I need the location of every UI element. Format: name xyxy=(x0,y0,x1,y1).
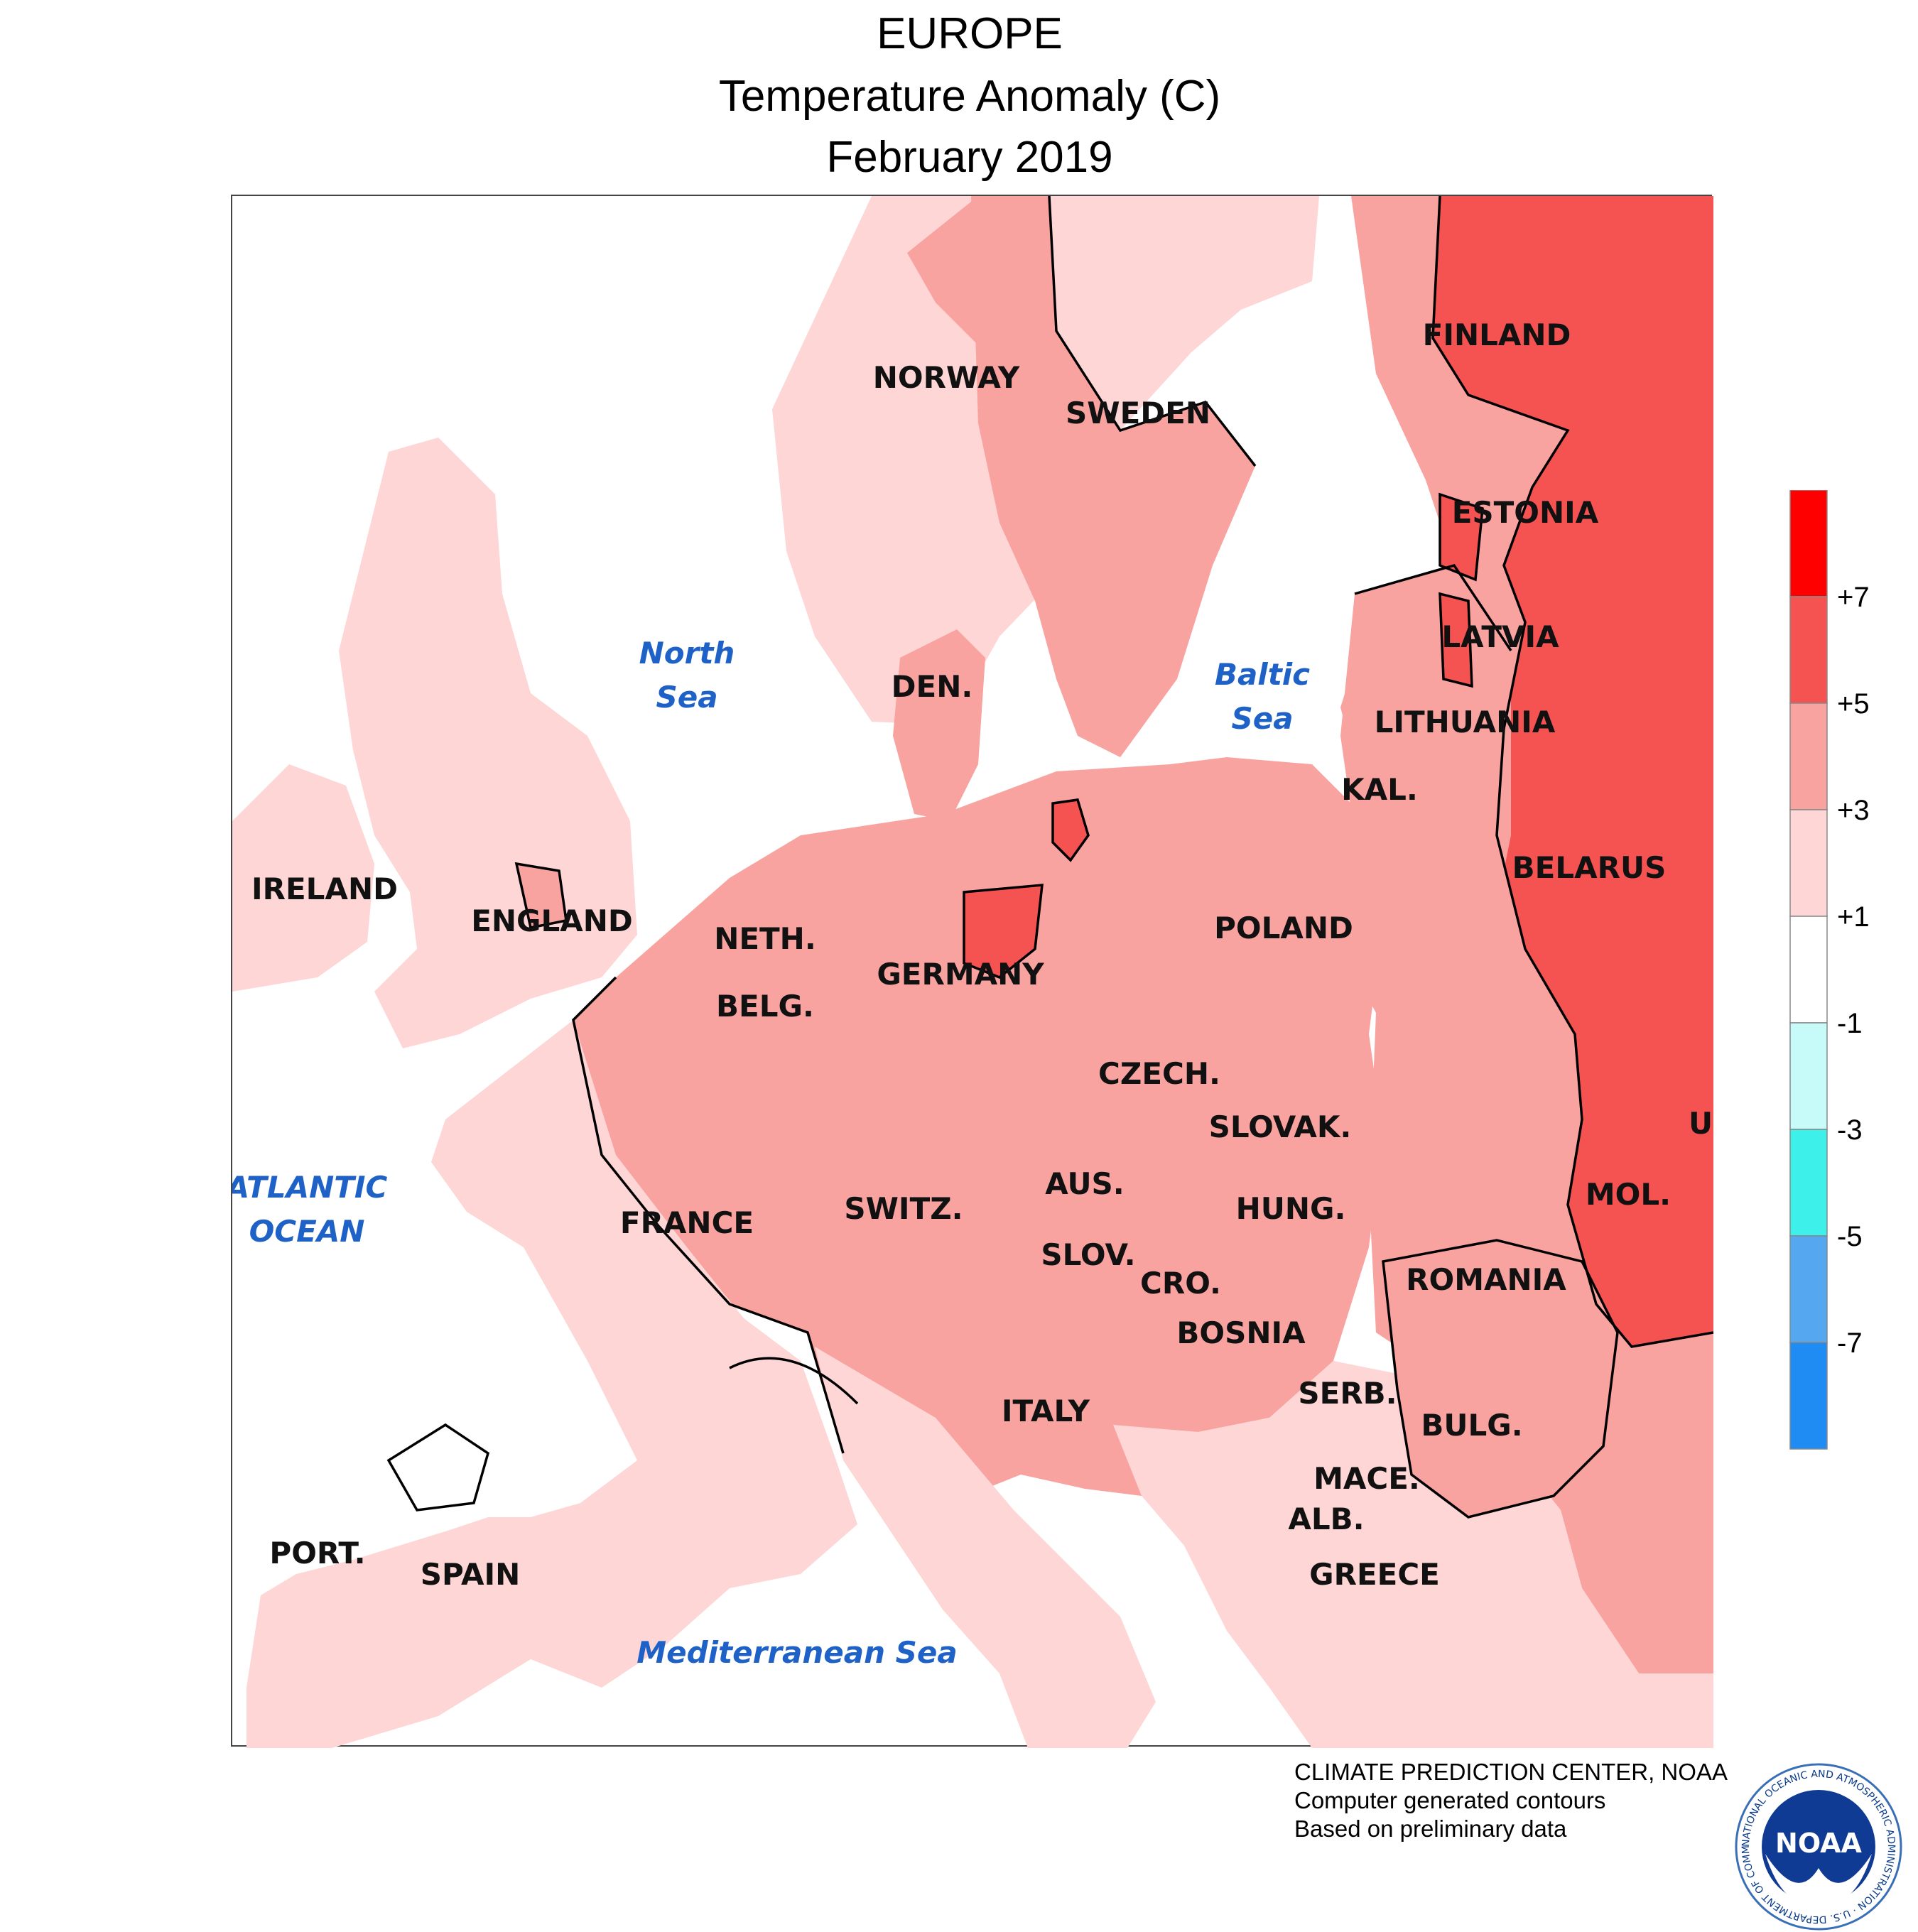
romania-shade xyxy=(1383,1240,1618,1517)
credit-line: CLIMATE PREDICTION CENTER, NOAA xyxy=(1294,1759,1728,1785)
country-label: SWEDEN xyxy=(1066,396,1210,430)
legend-bin xyxy=(1789,916,1828,1024)
germany-north-hotspot xyxy=(1053,800,1088,860)
country-label: IRELAND xyxy=(251,872,398,906)
country-label: CZECH. xyxy=(1098,1056,1220,1091)
country-label: SERB. xyxy=(1298,1376,1397,1411)
atlantic-label-2: OCEAN xyxy=(249,1214,365,1249)
country-label: SWITZ. xyxy=(844,1191,963,1226)
legend-bin xyxy=(1789,809,1828,917)
country-label: FRANCE xyxy=(620,1205,754,1240)
country-label: GERMANY xyxy=(877,957,1044,992)
contour-lines xyxy=(386,196,1713,1519)
country-label: HUNG. xyxy=(1236,1191,1346,1226)
country-label: LITHUANIA xyxy=(1375,705,1556,739)
country-label: PORT. xyxy=(269,1536,365,1570)
map-title: EUROPE xyxy=(877,9,1063,58)
map-subtitle: Temperature Anomaly (C) xyxy=(718,72,1221,121)
norway-north-shade xyxy=(907,196,1056,381)
legend-bin xyxy=(1789,1129,1828,1237)
country-label: UK xyxy=(1689,1106,1713,1141)
legend-bin xyxy=(1789,490,1828,597)
noaa-logo: NATIONAL OCEANIC AND ATMOSPHERIC ADMINIS… xyxy=(1733,1762,1902,1931)
legend-tick-label: -1 xyxy=(1837,1008,1863,1039)
country-label: MOL. xyxy=(1586,1177,1671,1212)
legend-ticks: +7 +5 +3 +1 -1 -3 -5 -7 xyxy=(1837,582,1870,1359)
country-label: AUS. xyxy=(1045,1166,1125,1201)
country-label: FINLAND xyxy=(1423,318,1571,352)
balkans-shade xyxy=(1113,1361,1713,1748)
atlantic-label-1: ATLANTIC xyxy=(232,1170,388,1205)
country-label: DEN. xyxy=(892,669,973,704)
country-labels: NORWAY SWEDEN FINLAND ESTONIA LATVIA LIT… xyxy=(251,318,1713,1592)
country-label: BOSNIA xyxy=(1176,1315,1306,1350)
legend-tick-label: +3 xyxy=(1837,795,1870,826)
country-label: BELG. xyxy=(716,989,814,1024)
country-label: BULG. xyxy=(1421,1408,1522,1443)
country-label: POLAND xyxy=(1214,911,1353,945)
baltic-sea-label-1: Baltic xyxy=(1215,657,1310,692)
legend-bin xyxy=(1789,596,1828,704)
england-spot xyxy=(516,864,566,928)
legend-tick-label: +7 xyxy=(1837,582,1870,613)
country-label: CRO. xyxy=(1140,1266,1221,1301)
legend-bin xyxy=(1789,702,1828,810)
country-label: LATVIA xyxy=(1441,619,1559,654)
country-label: SLOVAK. xyxy=(1209,1109,1352,1144)
finland-russia-strong xyxy=(1433,196,1713,1347)
country-label: ITALY xyxy=(1002,1394,1090,1428)
legend-bin xyxy=(1789,1022,1828,1130)
credits-block: CLIMATE PREDICTION CENTER, NOAA Computer… xyxy=(1294,1758,1728,1843)
country-label: KAL. xyxy=(1341,772,1418,807)
country-label: ESTONIA xyxy=(1452,495,1599,530)
country-label: MACE. xyxy=(1313,1461,1420,1496)
ireland-shade xyxy=(232,764,374,992)
legend-tick-label: -3 xyxy=(1837,1114,1863,1146)
color-legend: +7 +5 +3 +1 -1 -3 -5 -7 xyxy=(1789,490,1870,1450)
legend-tick-label: -5 xyxy=(1837,1221,1863,1252)
country-label: NETH. xyxy=(714,921,816,956)
land-shading xyxy=(232,196,1713,1748)
mediterranean-label: Mediterranean Sea xyxy=(636,1635,957,1670)
legend-tick-label: +1 xyxy=(1837,901,1870,933)
north-sea-label-2: Sea xyxy=(656,680,717,715)
sea-labels: North Sea Baltic Sea ATLANTIC OCEAN Medi… xyxy=(232,636,1310,1670)
country-label: BELARUS xyxy=(1512,850,1667,885)
germany-hotspot xyxy=(964,885,1042,977)
baltic-sea-label-2: Sea xyxy=(1231,701,1293,736)
country-label: SLOV. xyxy=(1041,1237,1135,1272)
legend-bins xyxy=(1789,490,1828,1450)
country-label: ROMANIA xyxy=(1406,1262,1566,1297)
legend-bin xyxy=(1789,1235,1828,1343)
north-sea-label-1: North xyxy=(639,636,735,671)
estonia-hotspot xyxy=(1440,494,1483,580)
france-iberia-shade xyxy=(246,1020,857,1748)
logo-text: NOAA xyxy=(1775,1828,1862,1859)
credit-line: Computer generated contours xyxy=(1294,1787,1606,1813)
denmark-shade xyxy=(893,629,985,821)
anomaly-map: North Sea Baltic Sea ATLANTIC OCEAN Medi… xyxy=(231,195,1713,1748)
legend-tick-label: -7 xyxy=(1837,1328,1863,1359)
latvia-hotspot xyxy=(1440,594,1472,686)
country-label: NORWAY xyxy=(873,360,1020,395)
great-britain-shade xyxy=(339,438,637,1048)
legend-tick-label: +5 xyxy=(1837,688,1870,720)
country-label: GREECE xyxy=(1309,1557,1440,1592)
country-label: SPAIN xyxy=(421,1557,520,1592)
map-canvas: North Sea Baltic Sea ATLANTIC OCEAN Medi… xyxy=(232,196,1713,1748)
gull-shape xyxy=(1765,1854,1872,1905)
map-period: February 2019 xyxy=(826,133,1113,182)
country-label: ALB. xyxy=(1288,1502,1364,1536)
legend-bin xyxy=(1789,1342,1828,1450)
country-label: ENGLAND xyxy=(471,903,633,938)
central-europe-shade xyxy=(573,757,1383,1503)
italy-shade xyxy=(815,1347,1156,1748)
credit-line: Based on preliminary data xyxy=(1294,1816,1567,1842)
